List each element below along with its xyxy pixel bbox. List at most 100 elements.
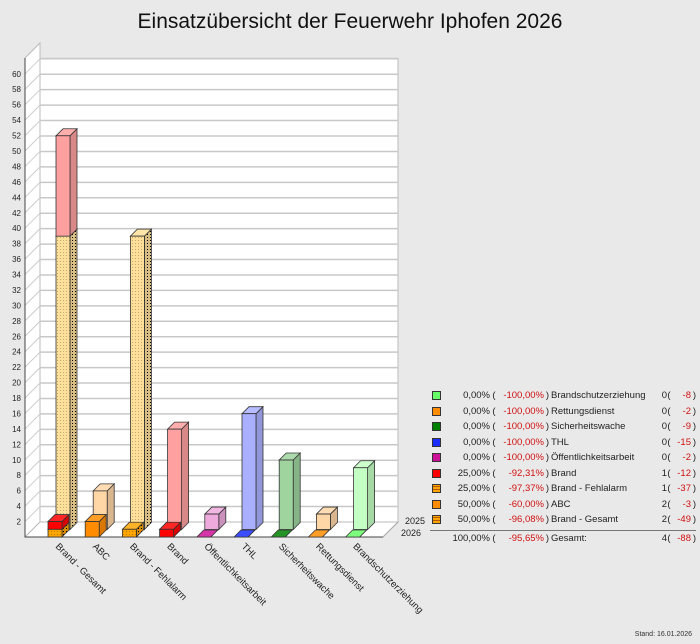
- legend-pct: 0,00%: [463, 405, 490, 417]
- paren: ): [545, 421, 550, 433]
- legend-row: 50,00%(-60,00%) ABC 2(-3): [430, 497, 698, 513]
- grid-line-side: [24, 459, 41, 476]
- legend-name: Brand - Fehlalarm: [551, 483, 628, 495]
- legend-name: Öffentlichkeitsarbeit: [551, 452, 635, 464]
- legend-name: THL: [551, 436, 569, 448]
- paren: ): [692, 467, 697, 479]
- legend-total-row: 100,00%(-95,65%) Gesamt: 4(-88): [430, 531, 698, 547]
- paren: ): [545, 483, 550, 495]
- legend-swatch: [432, 515, 441, 525]
- grid-line-side: [24, 429, 41, 445]
- grid-line-side: [24, 58, 41, 75]
- legend-swatch: [432, 468, 441, 478]
- grid-line-side: [24, 166, 41, 183]
- grid-line-side: [24, 413, 41, 430]
- grid-line-side: [24, 73, 41, 90]
- bar-2026-rettungsdienst: [307, 529, 331, 538]
- paren: ): [692, 421, 697, 433]
- x-category-label: Öffentlichkeitsarbeit: [202, 541, 269, 608]
- y-tick-label: 8: [17, 471, 22, 480]
- paren: ): [545, 390, 550, 402]
- y-tick-label: 12: [12, 440, 21, 449]
- legend-diff: -8: [682, 390, 691, 402]
- grid-line-side: [24, 367, 41, 383]
- legend-row: 0,00%(-100,00%) Rettungsdienst 0(-2): [430, 404, 698, 420]
- bar-2025-sicherheitswache: [278, 452, 302, 531]
- legend-pct: 0,00%: [463, 421, 490, 433]
- legend-change: -100,00%: [503, 390, 544, 402]
- legend-change: -100,00%: [503, 436, 544, 448]
- paren: (: [492, 514, 496, 526]
- y-tick-label: 40: [12, 224, 21, 233]
- floor-edge: [382, 521, 399, 538]
- x-category-label: Brandschutzerziehung: [350, 541, 425, 616]
- legend-swatch: [432, 406, 441, 416]
- legend-swatch: [432, 391, 441, 401]
- y-tick-label: 54: [12, 116, 21, 125]
- grid-line-side: [24, 197, 41, 214]
- legend-diff: -15: [677, 436, 691, 448]
- y-tick-label: 28: [12, 317, 21, 326]
- paren: ): [692, 514, 697, 526]
- legend-row: 25,00%(-92,31%) Brand 1(-12): [430, 466, 698, 482]
- legend-count: 1: [661, 467, 667, 479]
- y-tick-label: 42: [12, 209, 21, 218]
- paren: (: [492, 421, 496, 433]
- bar-2026-brand-fehlalarm: [121, 521, 145, 538]
- paren: ): [545, 436, 550, 448]
- x-category-label: Brand: [164, 541, 190, 567]
- y-tick-label: 44: [12, 193, 21, 202]
- paren: (: [667, 483, 671, 495]
- legend-pct: 50,00%: [457, 514, 490, 526]
- paren: ): [545, 532, 550, 544]
- bar-2025-brandschutzerziehung: [352, 459, 376, 531]
- bar-2025-rettungsdienst: [315, 506, 339, 531]
- paren: (: [492, 532, 496, 544]
- paren: ): [692, 436, 697, 448]
- bar-2025-brand-gesamt-seg: [55, 127, 78, 238]
- bar-2025-brand-gesamt-seg: [55, 228, 78, 531]
- legend-name: Brandschutzerziehung: [551, 390, 646, 402]
- legend-name: Sicherheitswache: [551, 421, 626, 433]
- paren: (: [667, 452, 671, 464]
- paren: (: [667, 421, 671, 433]
- legend-row: 50,00%(-96,08%) Brand - Gesamt 2(-49): [430, 512, 698, 528]
- paren: (: [492, 436, 496, 448]
- grid-line-side: [24, 305, 41, 322]
- grid-line-side: [24, 290, 41, 306]
- legend-count: 2: [661, 514, 667, 526]
- bar-2025--ffentlichkeitsarbeit: [203, 506, 227, 531]
- y-tick-label: 36: [12, 255, 21, 264]
- bar-2026-brand-gesamt-seg: [47, 513, 70, 531]
- legend-row: 0,00%(-100,00%) Sicherheitswache 0(-9): [430, 419, 698, 435]
- legend-count: 0: [661, 452, 667, 464]
- legend-change: -100,00%: [503, 452, 544, 464]
- legend-swatch: [432, 499, 441, 509]
- bar-2025-brand-fehlalarm: [129, 228, 153, 531]
- paren: (: [667, 467, 671, 479]
- y-tick-label: 52: [12, 132, 21, 141]
- paren: ): [545, 498, 550, 510]
- y-tick-label: 18: [12, 394, 21, 403]
- paren: ): [692, 452, 697, 464]
- legend-diff: -37: [677, 483, 691, 495]
- grid-line-side: [24, 506, 41, 522]
- bar-2026-thl: [233, 529, 256, 538]
- grid-line-side: [24, 274, 41, 291]
- bar-2026-abc: [84, 513, 108, 538]
- legend-swatch: [432, 422, 441, 432]
- y-tick-label: 2: [17, 518, 22, 527]
- legend-change: -92,31%: [508, 467, 544, 479]
- depth-label-2025: 2025: [405, 516, 425, 526]
- paren: ): [545, 405, 550, 417]
- paren: (: [492, 498, 496, 510]
- paren: ): [545, 452, 550, 464]
- y-tick-label: 32: [12, 286, 21, 295]
- paren: ): [692, 390, 697, 402]
- depth-label-2026: 2026: [401, 528, 421, 538]
- paren: (: [667, 498, 671, 510]
- grid-line-side: [24, 336, 41, 353]
- y-tick-label: 24: [12, 348, 21, 357]
- paren: (: [667, 514, 671, 526]
